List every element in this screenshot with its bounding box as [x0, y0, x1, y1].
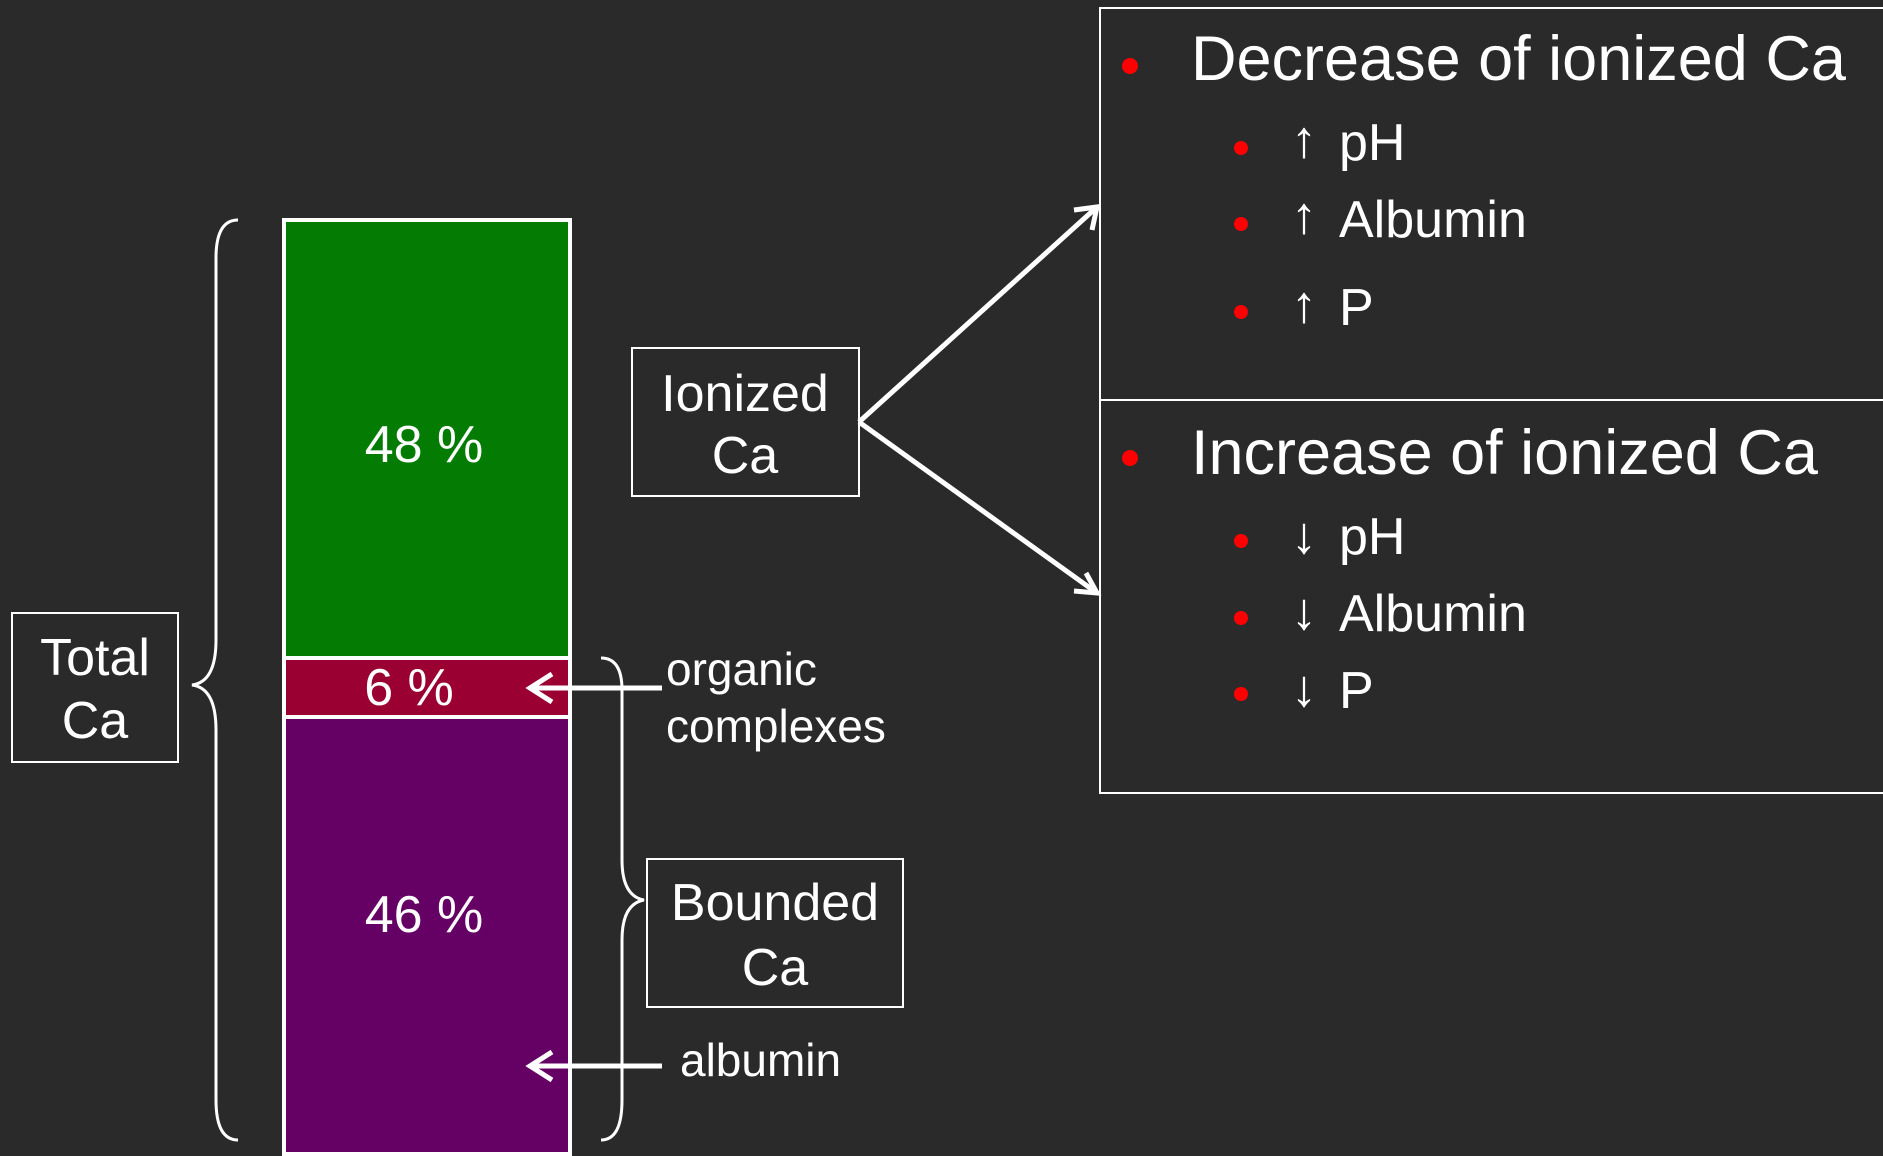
- total-ca-label-line2: Ca: [62, 692, 129, 750]
- ionized-ca-label-line1: Ionized: [661, 365, 829, 423]
- decrease-item-albumin: Albumin: [1339, 191, 1527, 249]
- arrow-to-increase-panel: [857, 419, 1102, 596]
- bounded-ca-label-line2: Ca: [742, 939, 809, 997]
- total-ca-label-line1: Total: [40, 629, 150, 687]
- ionized-percent-label: 48 %: [365, 416, 484, 474]
- decrease-item-bullet: [1234, 217, 1248, 231]
- ionized-segment: [282, 218, 572, 660]
- organic-complexes-label-line2: complexes: [666, 700, 886, 752]
- organic-complexes-label-line1: organic: [666, 643, 817, 695]
- arrow-to-decrease-panel: [857, 204, 1101, 424]
- increase-item-albumin: Albumin: [1339, 585, 1527, 643]
- decrease-item-bullet: [1234, 305, 1248, 319]
- increase-item-bullet: [1234, 687, 1248, 701]
- increase-item-bullet: [1234, 611, 1248, 625]
- increase-panel: [1099, 399, 1883, 794]
- up-arrow-icon: ↑: [1291, 111, 1317, 169]
- up-arrow-icon: ↑: [1291, 187, 1317, 245]
- increase-heading: Increase of ionized Ca: [1191, 418, 1819, 488]
- albumin-arrow: [525, 1049, 662, 1083]
- decrease-item-bullet: [1234, 141, 1248, 155]
- organic-arrow: [525, 671, 662, 705]
- increase-item-p: P: [1339, 662, 1374, 720]
- albumin-segment: [282, 715, 572, 1156]
- albumin-percent-label: 46 %: [365, 886, 484, 944]
- increase-item-ph: pH: [1339, 508, 1405, 566]
- bounded-ca-box: [646, 858, 904, 1008]
- down-arrow-icon: ↓: [1291, 660, 1317, 718]
- decrease-heading: Decrease of ionized Ca: [1191, 24, 1847, 94]
- increase-item-bullet: [1234, 534, 1248, 548]
- organic-percent-label: 6 %: [364, 659, 454, 717]
- down-arrow-icon: ↓: [1291, 583, 1317, 641]
- down-arrow-icon: ↓: [1291, 507, 1317, 565]
- increase-heading-bullet: [1122, 450, 1138, 466]
- total-brace: [191, 218, 239, 1142]
- total-ca-box: [11, 612, 179, 763]
- decrease-heading-bullet: [1122, 58, 1138, 74]
- bounded-ca-label-line1: Bounded: [671, 874, 879, 932]
- decrease-item-ph: pH: [1339, 114, 1405, 172]
- bounded-brace: [600, 656, 645, 1142]
- decrease-item-p: P: [1339, 279, 1374, 337]
- ionized-ca-label-line2: Ca: [712, 427, 779, 485]
- up-arrow-icon: ↑: [1291, 276, 1317, 334]
- albumin-label: albumin: [680, 1034, 841, 1086]
